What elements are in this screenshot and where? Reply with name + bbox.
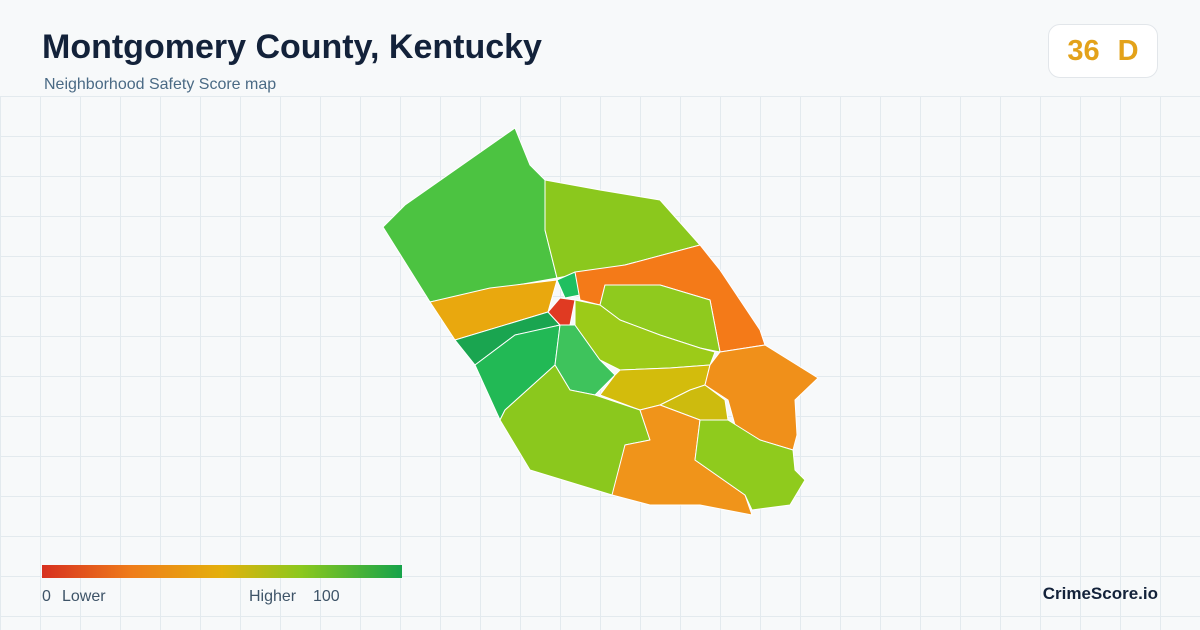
score-grade: D [1117,34,1139,67]
legend-min: 0 [42,588,51,605]
title: Montgomery County, Kentucky [42,28,542,66]
region [574,299,716,371]
region [382,127,558,303]
brand: CrimeScore.io [1042,584,1158,603]
region [694,419,806,511]
score-badge: 36 D [1048,24,1158,78]
region [611,404,753,516]
region [547,297,576,326]
region [429,279,558,341]
region [704,344,819,451]
legend-max: 100 [313,588,340,605]
legend-gradient [42,565,402,578]
legend-max-label: Higher [249,588,297,605]
score-value: 36 [1067,34,1100,67]
subtitle: Neighborhood Safety Score map [44,76,277,93]
legend-min-label: Lower [62,588,106,605]
